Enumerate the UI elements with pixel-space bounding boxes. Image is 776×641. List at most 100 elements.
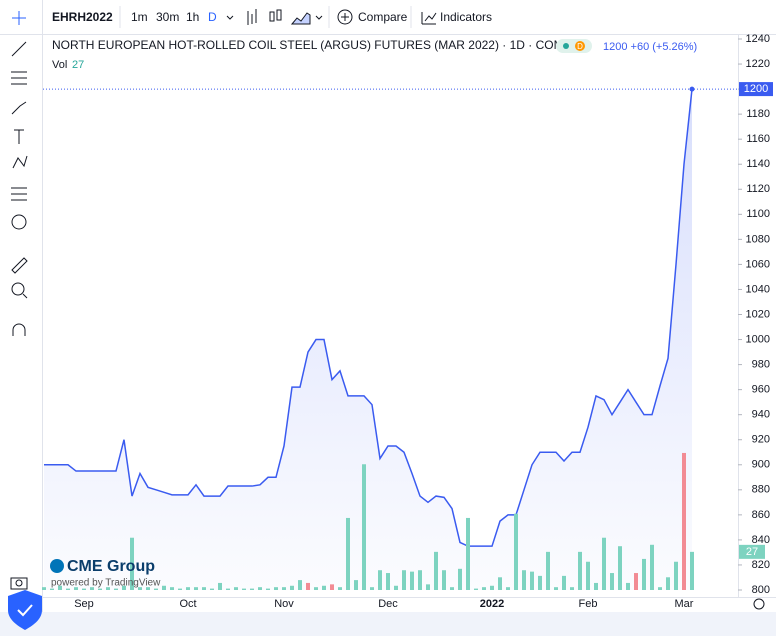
volume-bar (138, 587, 142, 590)
x-tick-label: Feb (579, 598, 598, 610)
volume-bar (218, 582, 222, 590)
badge-label: D (577, 42, 583, 51)
volume-bar (426, 584, 430, 590)
compare-icon[interactable] (337, 9, 353, 25)
volume-bar (42, 587, 46, 590)
last-price-label: 1200 (744, 83, 768, 95)
y-tick-label: 940 (752, 409, 770, 421)
volume-bar (234, 587, 238, 590)
volume-bar (114, 588, 118, 590)
volume-bar (226, 588, 230, 590)
volume-bar (402, 570, 406, 590)
interval[interactable]: D (208, 10, 217, 24)
volume-bar (250, 588, 254, 590)
y-tick-label: 820 (752, 559, 770, 571)
compare-icon[interactable] (341, 13, 349, 21)
volume-bar (162, 585, 166, 590)
volume-bar (578, 551, 582, 590)
volume-bar (154, 588, 158, 590)
volume-bar (682, 452, 686, 590)
y-tick-label: 860 (752, 509, 770, 521)
volume-bar (418, 570, 422, 590)
indicators-icon[interactable] (421, 12, 437, 25)
volume-bar (50, 588, 54, 590)
volume-bar (266, 588, 270, 590)
volume-bar (626, 582, 630, 590)
volume-bar (546, 551, 550, 590)
volume-bar (514, 513, 518, 590)
volume-bar (370, 587, 374, 590)
volume-bar (386, 573, 390, 590)
volume-bar (106, 587, 110, 590)
volume-bar (322, 585, 326, 590)
status-dot (563, 43, 569, 49)
dropdown-icon[interactable] (226, 15, 234, 20)
interval[interactable]: 1h (186, 10, 199, 24)
volume-bar (554, 587, 558, 590)
volume-bar (330, 584, 334, 590)
volume-bar (258, 587, 262, 590)
volume-bar (146, 587, 150, 590)
price-area (44, 89, 692, 590)
volume-bar (82, 588, 86, 590)
volume-bar (538, 575, 542, 590)
y-tick-label: 960 (752, 384, 770, 396)
brand: CME Group (67, 558, 155, 575)
x-tick-label: Nov (274, 598, 294, 610)
vol-legend-value: 27 (72, 59, 84, 71)
vol-price-label: 27 (746, 546, 758, 558)
volume-bar (658, 587, 662, 590)
volume-bar (98, 588, 102, 590)
y-tick-label: 1060 (746, 258, 770, 270)
volume-bar (194, 587, 198, 590)
y-tick-label: 1220 (746, 58, 770, 70)
volume-bar (466, 517, 470, 590)
y-tick-label: 1120 (746, 183, 770, 195)
volume-bar (522, 570, 526, 590)
drawing-tools[interactable] (10, 11, 28, 590)
last-point (689, 86, 695, 92)
volume-bar (410, 571, 414, 590)
y-tick-label: 840 (752, 534, 770, 546)
symbol[interactable]: EHRH2022 (52, 10, 113, 24)
volume-bar (202, 587, 206, 590)
volume-bar (122, 585, 126, 590)
volume-bar (362, 464, 366, 590)
volume-bar (666, 577, 670, 590)
y-tick-label: 1020 (746, 308, 770, 320)
interval[interactable]: 1m (131, 10, 148, 24)
volume-bar (130, 537, 134, 590)
badge-circle (575, 41, 585, 51)
volume-bar (74, 587, 78, 590)
volume-bar (650, 544, 654, 590)
interval[interactable]: 30m (156, 10, 179, 24)
volume-bar (530, 571, 534, 590)
quote: 1200 +60 (+5.26%) (603, 41, 697, 53)
volume-bar (58, 585, 62, 590)
volume-bar (634, 573, 638, 590)
volume-bar (90, 587, 94, 590)
shield-check (17, 604, 33, 617)
volume-bar (642, 558, 646, 590)
compare-button[interactable]: Compare (358, 10, 408, 24)
y-tick-label: 1080 (746, 233, 770, 245)
chart-style-icons[interactable] (247, 9, 323, 25)
y-tick-label: 880 (752, 484, 770, 496)
volume-bar (458, 568, 462, 590)
volume-bar (450, 587, 454, 590)
volume-bar (610, 573, 614, 590)
legend-title: NORTH EUROPEAN HOT-ROLLED COIL STEEL (AR… (52, 38, 580, 52)
x-tick-label: Sep (74, 598, 94, 610)
volume-bar (690, 551, 694, 590)
shield-icon[interactable] (8, 590, 42, 630)
settings-icon[interactable] (753, 598, 765, 610)
volume-bar (506, 587, 510, 590)
y-tick-label: 1180 (746, 108, 770, 120)
y-tick-label: 800 (752, 584, 770, 596)
vol-label: Vol (52, 59, 67, 71)
volume-bar (346, 517, 350, 590)
volume-bar (394, 585, 398, 590)
indicators-button[interactable]: Indicators (440, 10, 492, 24)
volume-bar (442, 570, 446, 590)
y-tick-label: 1140 (746, 158, 770, 170)
